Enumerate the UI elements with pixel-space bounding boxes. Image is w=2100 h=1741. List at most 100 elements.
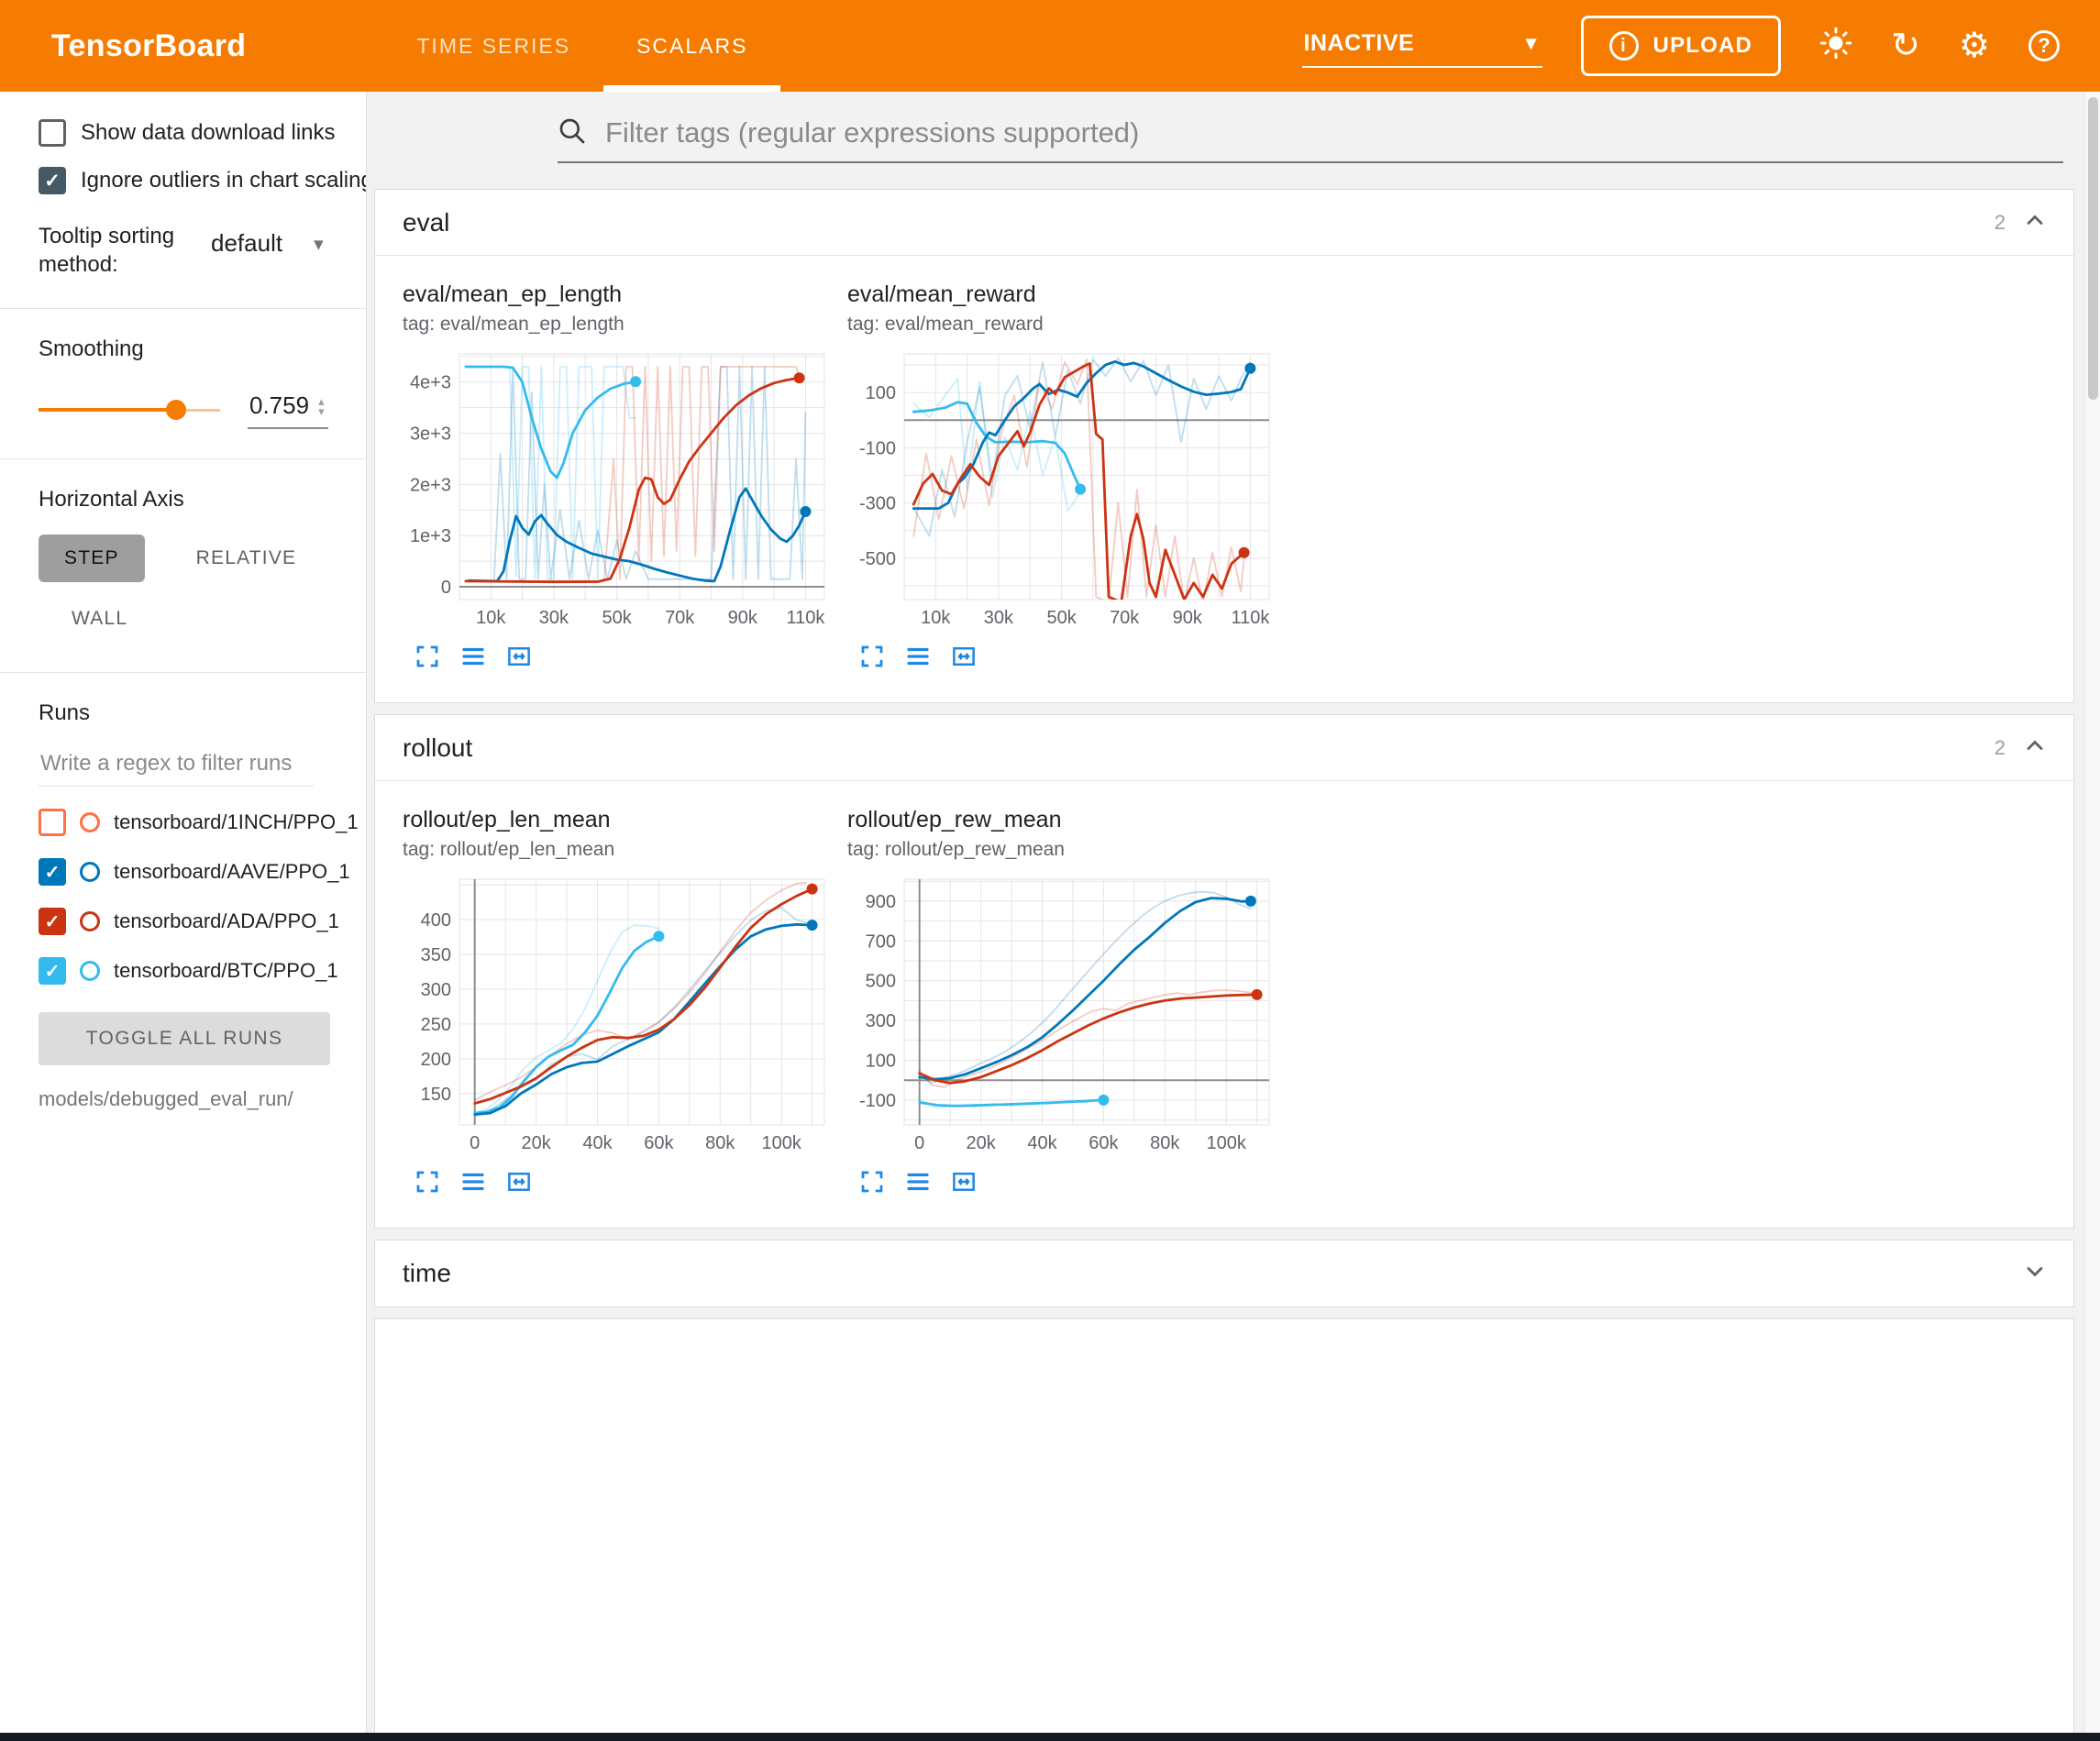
- run-label: tensorboard/BTC/PPO_1: [114, 959, 338, 983]
- chart-title: eval/mean_ep_length: [403, 281, 623, 307]
- svg-text:-100: -100: [859, 438, 896, 458]
- show-download-links-checkbox[interactable]: Show data download links: [39, 119, 366, 147]
- upload-button-label: UPLOAD: [1652, 33, 1753, 58]
- run-checkbox[interactable]: [39, 809, 66, 837]
- section-time-header[interactable]: time: [375, 1240, 2073, 1306]
- svg-text:2e+3: 2e+3: [410, 475, 451, 495]
- run-item[interactable]: ✓ tensorboard/BTC/PPO_1: [39, 957, 366, 986]
- tag-filter-input[interactable]: [603, 116, 2063, 150]
- run-checkbox[interactable]: ✓: [39, 908, 66, 936]
- fit-domain-icon[interactable]: [950, 1168, 978, 1200]
- run-checkbox[interactable]: ✓: [39, 957, 66, 986]
- chart-title: rollout/ep_len_mean: [403, 807, 611, 832]
- smoothing-row: 0.759 ▴ ▾: [39, 390, 366, 430]
- divider: [0, 458, 366, 460]
- toggle-all-runs-button[interactable]: TOGGLE ALL RUNS: [39, 1012, 330, 1066]
- svg-text:20k: 20k: [521, 1133, 551, 1153]
- settings-gear-icon[interactable]: ⚙: [1958, 27, 1990, 65]
- section-eval: eval 2 eval/mean_ep_length tag: eval/mea…: [374, 189, 2074, 703]
- section-count: 2: [1994, 735, 2006, 759]
- checkbox-icon[interactable]: [39, 119, 66, 147]
- wall-axis-button[interactable]: WALL: [51, 595, 148, 643]
- chevron-down-icon[interactable]: [2022, 1259, 2048, 1289]
- data-table-icon[interactable]: [904, 643, 932, 675]
- chevron-up-icon[interactable]: [2022, 207, 2048, 237]
- section-eval-header[interactable]: eval 2: [375, 190, 2073, 256]
- section-rollout-header[interactable]: rollout 2: [375, 715, 2073, 781]
- run-label: tensorboard/ADA/PPO_1: [114, 909, 339, 933]
- stepper-arrows-icon[interactable]: ▴ ▾: [318, 393, 325, 418]
- run-checkbox[interactable]: ✓: [39, 858, 66, 887]
- brightness-icon[interactable]: [1819, 27, 1852, 66]
- runs-filter-input[interactable]: [39, 750, 314, 788]
- scrollbar[interactable]: [2084, 92, 2100, 1733]
- chart-actions: [414, 1168, 847, 1200]
- upload-button[interactable]: i UPLOAD: [1580, 16, 1782, 76]
- chart-canvas[interactable]: 10k 30k 50k 70k 90k 110k 100 -100 -300 -500: [847, 347, 1292, 635]
- help-icon[interactable]: ?: [2028, 30, 2060, 61]
- divider: [0, 308, 366, 310]
- relative-axis-button[interactable]: RELATIVE: [176, 534, 317, 582]
- data-table-icon[interactable]: [904, 1168, 932, 1200]
- fullscreen-icon[interactable]: [858, 1168, 886, 1200]
- uploader-status-label: INACTIVE: [1303, 29, 1415, 56]
- svg-text:10k: 10k: [476, 608, 506, 628]
- main-content: eval 2 eval/mean_ep_length tag: eval/mea…: [367, 92, 2100, 1741]
- ignore-outliers-checkbox[interactable]: ✓ Ignore outliers in chart scaling: [39, 167, 366, 194]
- fullscreen-icon[interactable]: [414, 1168, 441, 1200]
- run-label: tensorboard/AAVE/PPO_1: [114, 860, 350, 884]
- run-color-swatch: [80, 911, 100, 932]
- run-color-swatch: [80, 812, 100, 833]
- svg-text:60k: 60k: [644, 1133, 674, 1153]
- info-icon: i: [1608, 31, 1639, 61]
- refresh-icon[interactable]: ↻: [1891, 27, 1920, 65]
- fullscreen-icon[interactable]: [858, 643, 886, 675]
- uploader-status-dropdown[interactable]: INACTIVE ▾: [1301, 25, 1542, 68]
- run-item[interactable]: ✓ tensorboard/ADA/PPO_1: [39, 908, 366, 936]
- data-table-icon[interactable]: [459, 1168, 487, 1200]
- slider-fill: [39, 407, 177, 412]
- runs-heading: Runs: [39, 700, 91, 726]
- slider-thumb[interactable]: [166, 399, 187, 420]
- section-rollout: rollout 2 rollout/ep_len_mean tag: rollo…: [374, 714, 2074, 1229]
- fit-domain-icon[interactable]: [950, 643, 978, 675]
- bottom-edge: [0, 1733, 2100, 1741]
- main-tabs: TIME SERIES SCALARS: [383, 0, 780, 92]
- run-item[interactable]: ✓ tensorboard/AAVE/PPO_1: [39, 858, 366, 887]
- checkbox-label: Ignore outliers in chart scaling: [81, 168, 367, 193]
- svg-text:100k: 100k: [1207, 1133, 1247, 1153]
- tab-scalars[interactable]: SCALARS: [603, 0, 780, 92]
- smoothing-value-input[interactable]: 0.759 ▴ ▾: [248, 390, 328, 430]
- svg-text:100: 100: [866, 383, 896, 403]
- tab-time-series[interactable]: TIME SERIES: [416, 33, 571, 58]
- fullscreen-icon[interactable]: [414, 643, 441, 675]
- svg-text:200: 200: [421, 1050, 451, 1070]
- section-title: time: [403, 1259, 451, 1287]
- chart-canvas[interactable]: 0 20k 40k 60k 80k 100k 150 200 250 300 350 400: [403, 872, 847, 1161]
- tooltip-sorting-select[interactable]: default ▾: [211, 222, 324, 279]
- fit-domain-icon[interactable]: [505, 1168, 533, 1200]
- svg-text:40k: 40k: [582, 1133, 613, 1153]
- scrollbar-thumb[interactable]: [2088, 97, 2098, 400]
- chart-rollout-ep-len-mean: rollout/ep_len_mean tag: rollout/ep_len_…: [403, 807, 847, 1218]
- svg-text:0: 0: [914, 1133, 924, 1153]
- chart-tag: tag: eval/mean_reward: [847, 314, 1044, 335]
- checkbox-icon[interactable]: ✓: [39, 167, 66, 194]
- fit-domain-icon[interactable]: [505, 643, 533, 675]
- data-table-icon[interactable]: [459, 643, 487, 675]
- svg-text:80k: 80k: [1150, 1133, 1180, 1153]
- svg-text:400: 400: [421, 910, 451, 931]
- chevron-up-icon[interactable]: [2022, 733, 2048, 763]
- chart-canvas[interactable]: 0 20k 40k 60k 80k 100k -100 100 300 500 700 900: [847, 872, 1292, 1161]
- divider: [0, 672, 366, 674]
- chart-tag: tag: rollout/ep_rew_mean: [847, 839, 1065, 860]
- section-time: time: [374, 1240, 2074, 1307]
- svg-text:10k: 10k: [921, 608, 951, 628]
- step-axis-button[interactable]: STEP: [39, 534, 145, 583]
- run-item[interactable]: tensorboard/1INCH/PPO_1: [39, 809, 366, 837]
- run-label: tensorboard/1INCH/PPO_1: [114, 810, 359, 834]
- smoothing-slider[interactable]: [39, 399, 220, 421]
- horizontal-axis-label: Horizontal Axis: [39, 487, 184, 512]
- chart-canvas[interactable]: 10k 30k 50k 70k 90k 110k 0 1e+3 2e+3 3e+3 4e+3: [403, 347, 847, 635]
- svg-text:700: 700: [866, 931, 896, 952]
